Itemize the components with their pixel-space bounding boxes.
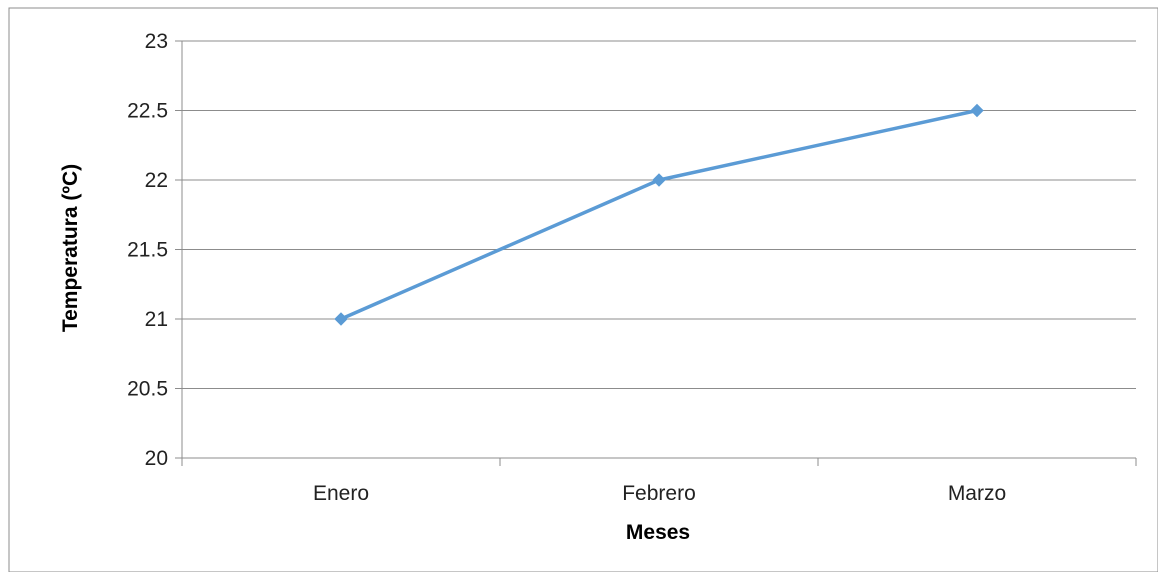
y-tick-label: 22.5: [127, 100, 168, 123]
y-tick-label: 23: [145, 30, 168, 53]
axes: [175, 40, 1137, 466]
x-tick-label: Febrero: [622, 482, 696, 505]
x-tick-label: Marzo: [948, 482, 1006, 505]
y-tick-label: 21: [145, 308, 168, 331]
x-tick-label: Enero: [313, 482, 369, 505]
y-axis-title: Temperatura (ºC): [59, 164, 82, 332]
data-point: [970, 103, 984, 118]
x-axis-title: Meses: [626, 521, 690, 544]
data-point: [334, 312, 348, 326]
x-tick-labels: Enero Febrero Marzo: [313, 482, 1006, 505]
y-tick-label: 20: [145, 447, 168, 470]
series-layer: [334, 103, 984, 326]
data-point: [652, 173, 666, 187]
y-tick-label: 20.5: [127, 378, 168, 401]
chart-border: [8, 7, 1158, 572]
y-tick-label: 22: [145, 169, 168, 192]
y-tick-label: 21.5: [127, 239, 168, 262]
y-tick-labels: 20 20.5 21 21.5 22 22.5 23: [127, 30, 168, 470]
